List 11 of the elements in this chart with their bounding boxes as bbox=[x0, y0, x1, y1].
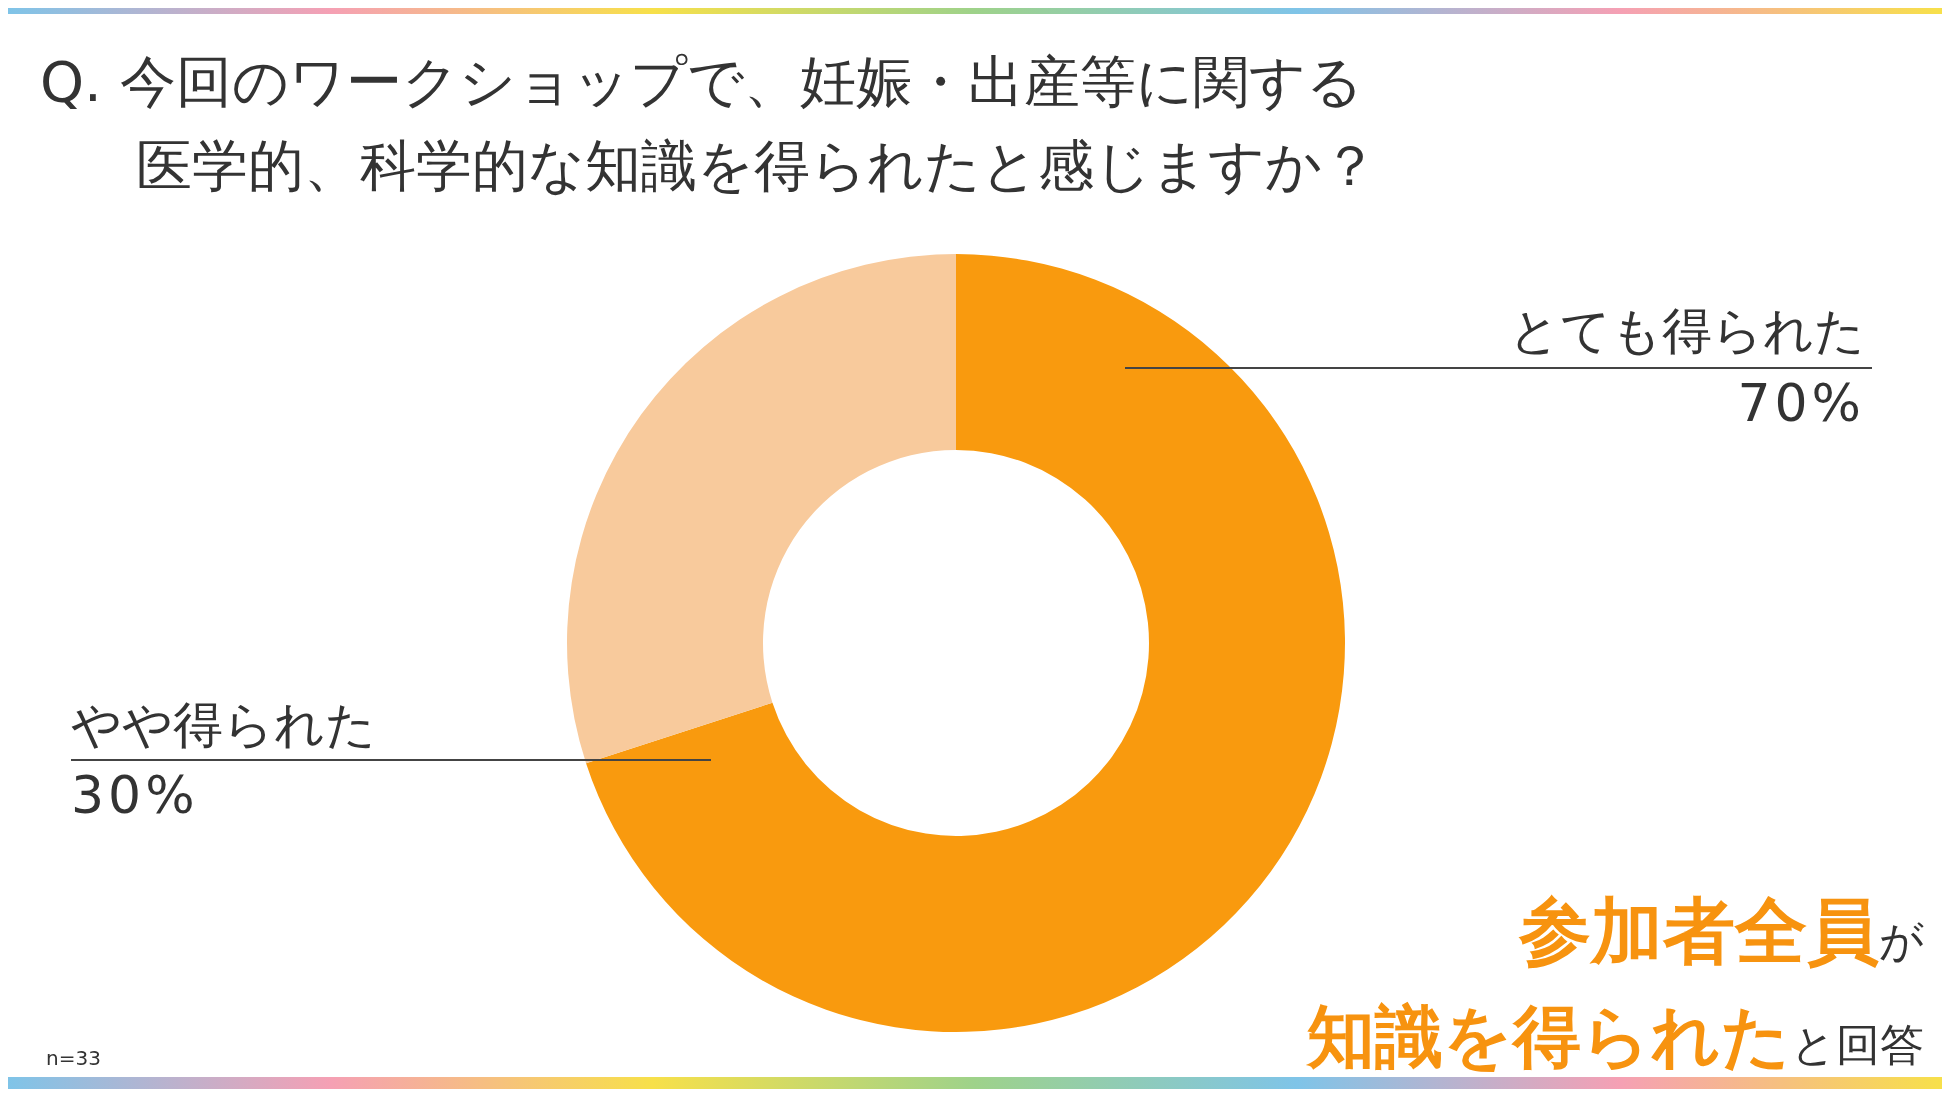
text: 知識を得られた bbox=[1307, 997, 1791, 1076]
chart-title: Q. 今回のワークショップで、妊娠・出産等に関する医学的、科学的な知識を得られたと感じますか？ bbox=[40, 48, 1379, 200]
data-label: 30% bbox=[71, 765, 199, 825]
text: n=33 bbox=[46, 1046, 101, 1070]
data-label: 70% bbox=[1737, 373, 1865, 433]
slice-label: とても得られた bbox=[1509, 301, 1865, 362]
donut-slice bbox=[567, 254, 956, 764]
text: と回答 bbox=[1791, 1019, 1924, 1070]
slice-label: やや得られた bbox=[71, 695, 376, 756]
text: 参加者全員 bbox=[1519, 889, 1879, 973]
text: が bbox=[1879, 915, 1924, 966]
